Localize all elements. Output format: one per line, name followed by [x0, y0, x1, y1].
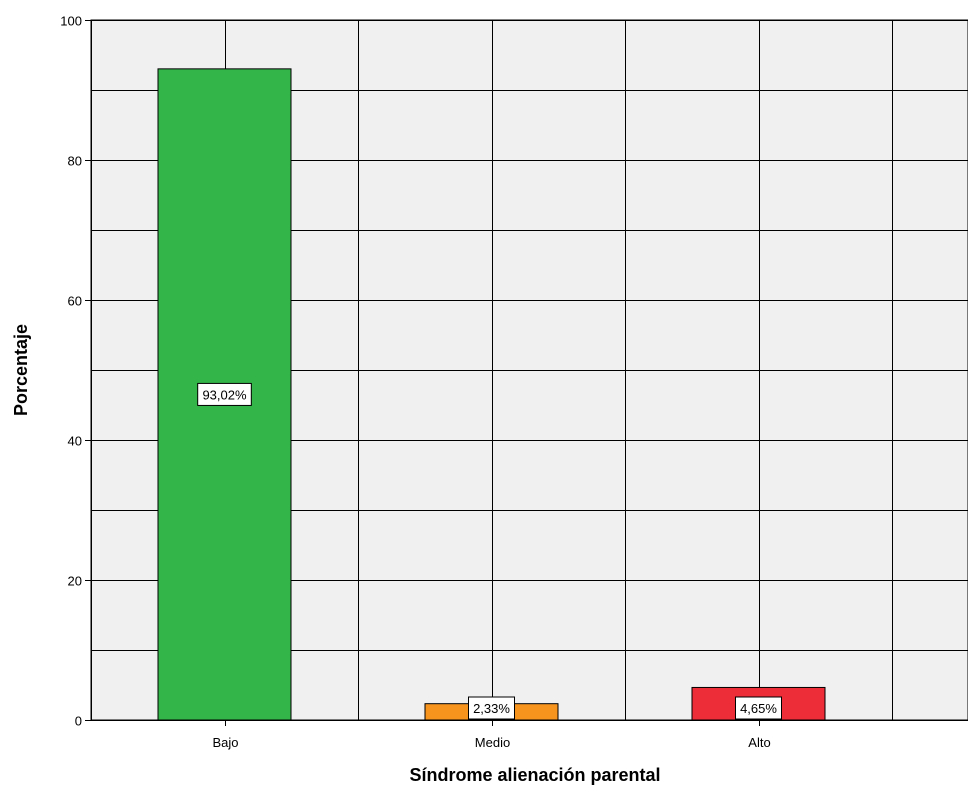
- data-label-box: [735, 696, 782, 720]
- data-label-box: [468, 696, 515, 720]
- data-label: 4,65%: [740, 701, 777, 716]
- y-axis-title: Porcentaje: [11, 324, 31, 416]
- y-tick-label: 80: [68, 154, 82, 169]
- y-tick-label: 40: [68, 434, 82, 449]
- x-tick-label: Medio: [475, 735, 510, 750]
- y-tick-label: 0: [75, 714, 82, 729]
- y-tick-label: 100: [60, 14, 82, 29]
- y-tick-label: 60: [68, 294, 82, 309]
- x-tick-label: Bajo: [212, 735, 238, 750]
- data-label: 2,33%: [473, 701, 510, 716]
- x-tick-label: Alto: [748, 735, 770, 750]
- x-axis: Bajo Medio Alto: [91, 720, 968, 750]
- data-labels: 93,02% 2,33% 4,65%: [197, 382, 782, 720]
- y-tick-label: 20: [68, 574, 82, 589]
- y-axis: 0 20 40 60 80 100: [60, 14, 92, 729]
- x-axis-title: Síndrome alienación parental: [409, 765, 660, 785]
- data-label: 93,02%: [202, 387, 247, 402]
- data-label-box: [197, 382, 252, 406]
